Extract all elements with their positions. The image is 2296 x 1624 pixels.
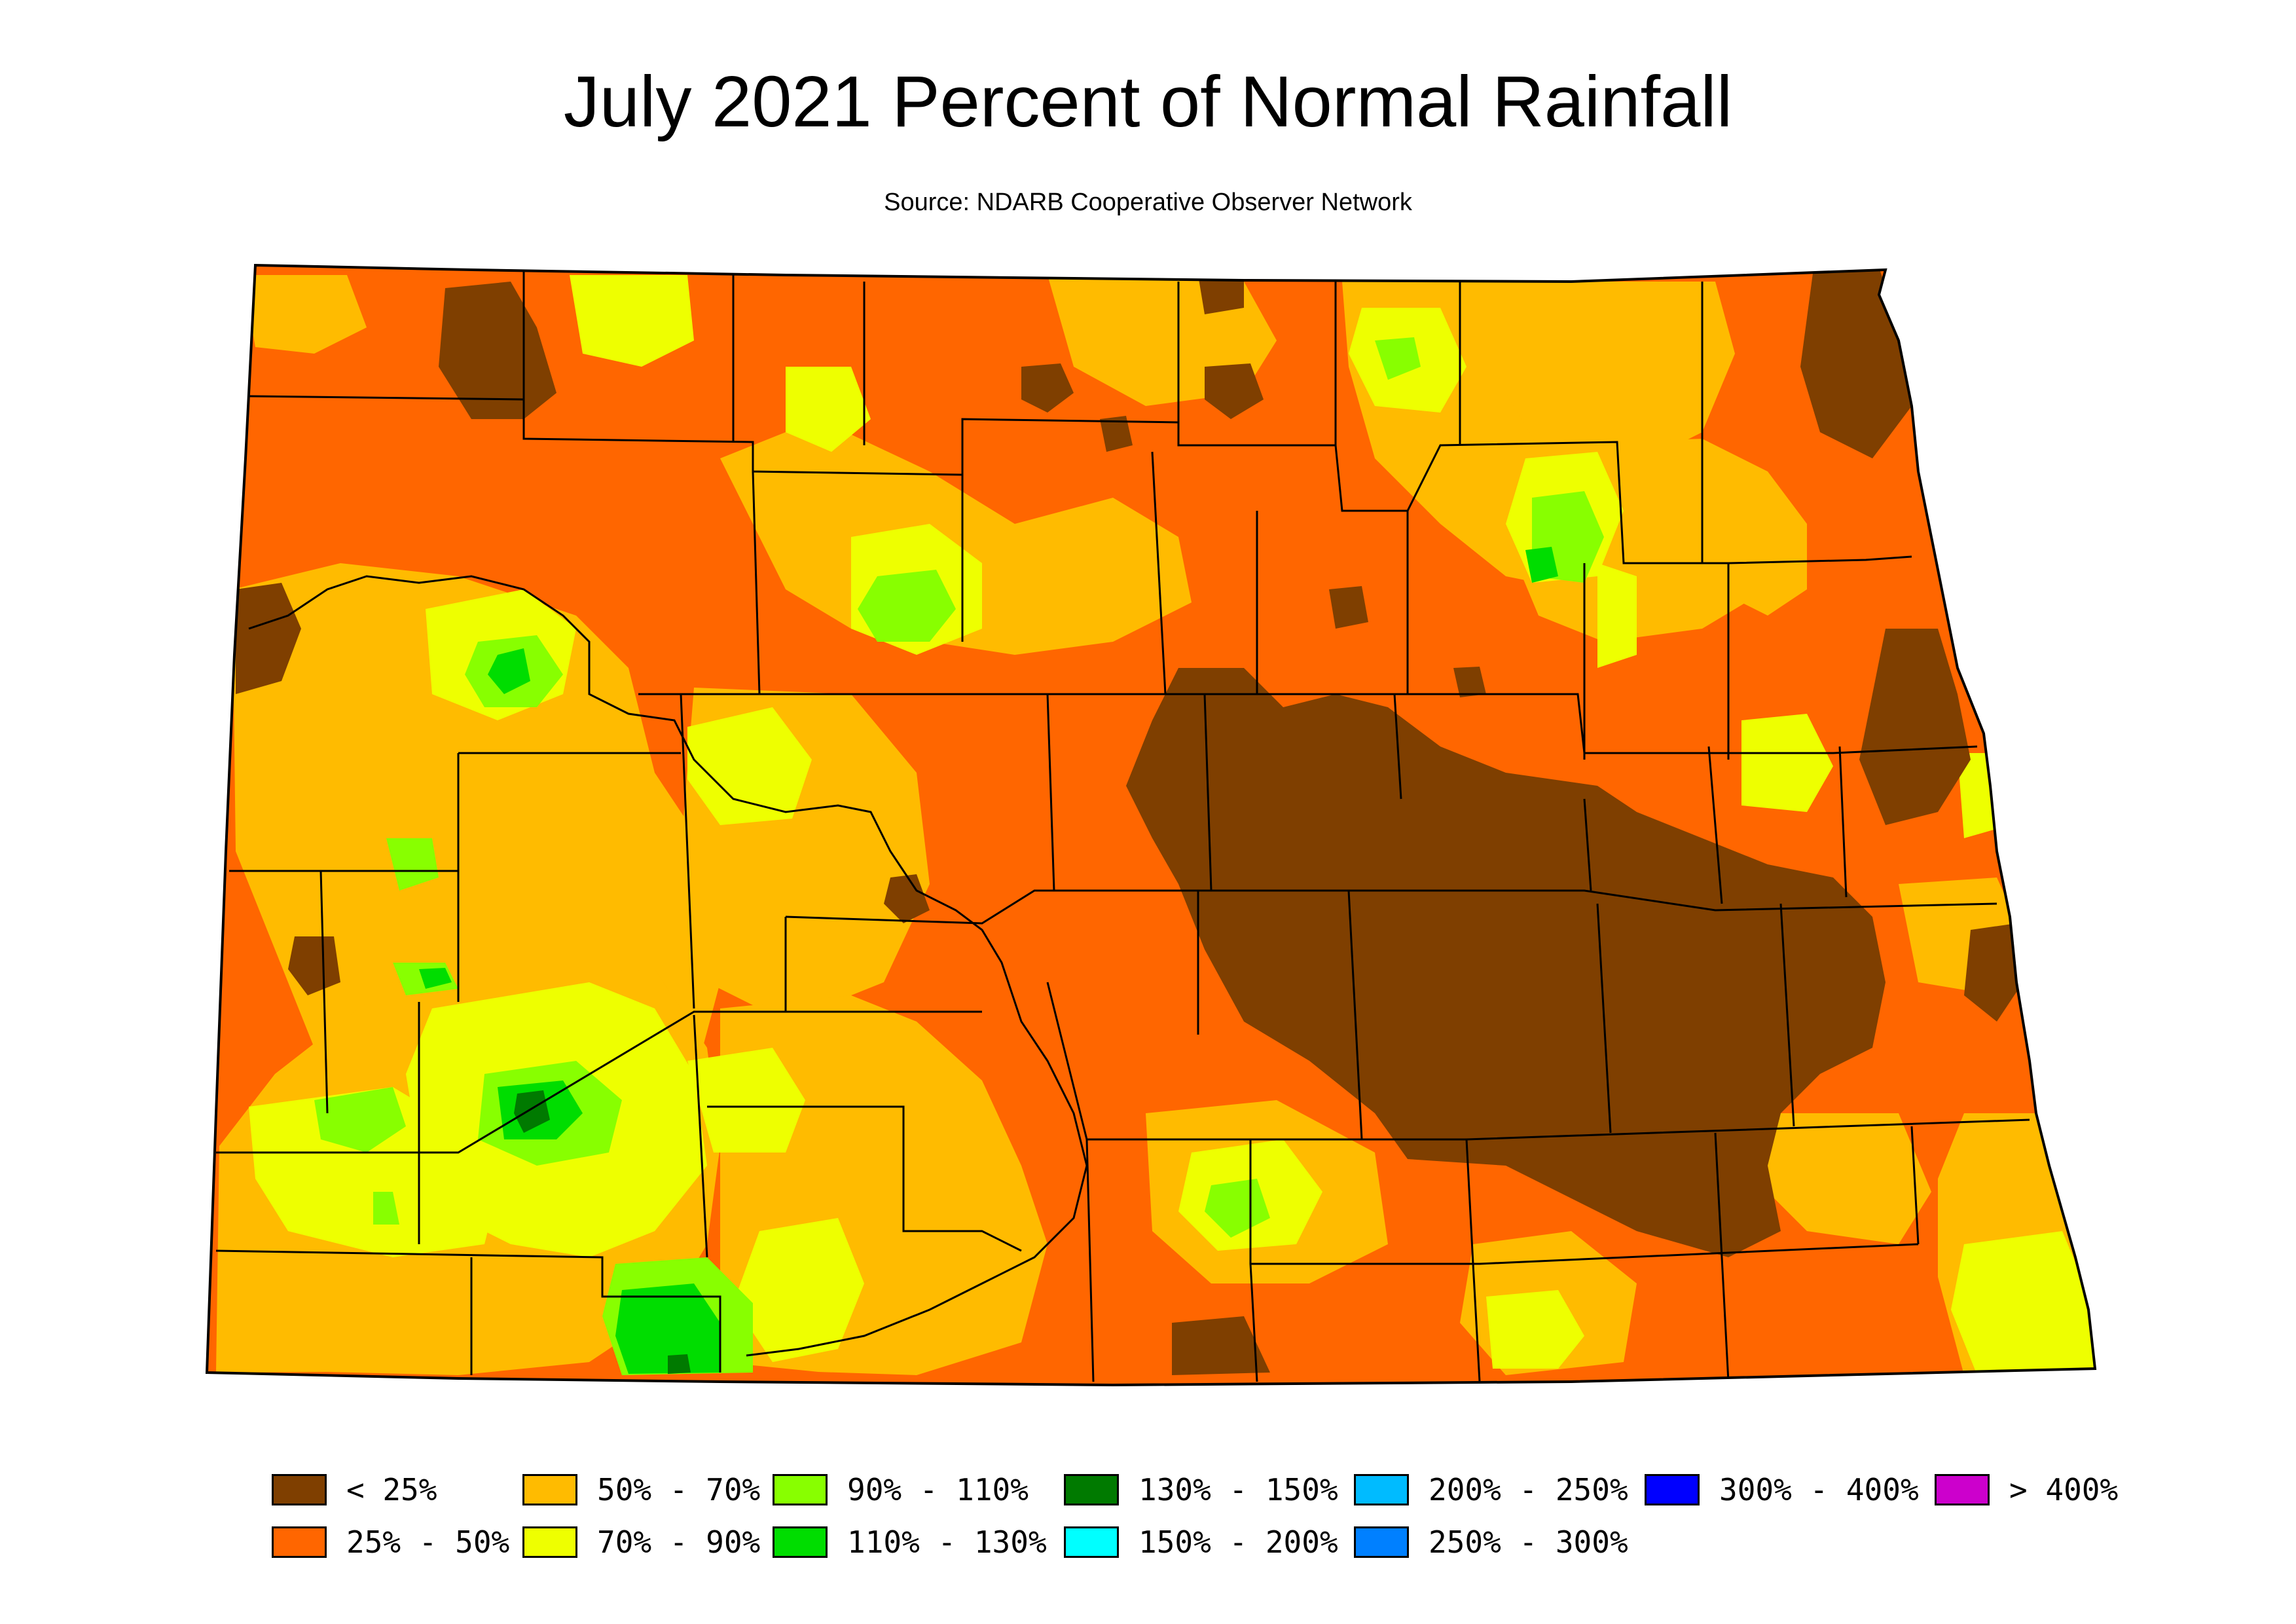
legend-label: 300% - 400% [1719, 1472, 1919, 1507]
legend-item: > 400% [1935, 1472, 2118, 1507]
legend-label: 130% - 150% [1139, 1472, 1338, 1507]
legend-item: 150% - 200% [1064, 1524, 1338, 1560]
legend-label: > 400% [2009, 1472, 2119, 1507]
legend-label: 70% - 90% [597, 1524, 761, 1560]
legend-item: 110% - 130% [773, 1524, 1047, 1560]
legend-item: 200% - 250% [1354, 1472, 1628, 1507]
legend-swatch [522, 1474, 577, 1505]
legend-label: < 25% [346, 1472, 437, 1507]
legend-swatch [1935, 1474, 1990, 1505]
county-boundaries [215, 268, 2030, 1382]
legend-swatch [1064, 1474, 1119, 1505]
legend-swatch [1645, 1474, 1700, 1505]
zones-130-150 [514, 1090, 691, 1374]
state-fill [207, 265, 2095, 1385]
zones-under-25 [236, 267, 2023, 1375]
zones-50-70 [216, 275, 2095, 1375]
legend-item: 50% - 70% [522, 1472, 760, 1507]
state-outline [205, 263, 2097, 1387]
legend-item: 130% - 150% [1064, 1472, 1338, 1507]
legend-label: 25% - 50% [346, 1524, 510, 1560]
missouri-river [248, 575, 1088, 1357]
legend-item: 90% - 110% [773, 1472, 1029, 1507]
legend-label: 150% - 200% [1139, 1524, 1338, 1560]
legend-swatch [773, 1526, 828, 1558]
legend-label: 200% - 250% [1429, 1472, 1628, 1507]
legend-item: 250% - 300% [1354, 1524, 1628, 1560]
legend-label: 90% - 110% [847, 1472, 1029, 1507]
legend-swatch [522, 1526, 577, 1558]
legend-swatch [1354, 1526, 1409, 1558]
legend-label: 110% - 130% [847, 1524, 1047, 1560]
legend-swatch [1064, 1526, 1119, 1558]
map-title: July 2021 Percent of Normal Rainfall [563, 62, 1733, 142]
legend-item: 25% - 50% [272, 1524, 509, 1560]
legend-item: 70% - 90% [522, 1524, 760, 1560]
legend-swatch [773, 1474, 828, 1505]
legend-item: < 25% [272, 1472, 437, 1507]
legend-swatch [272, 1474, 327, 1505]
legend-item: 300% - 400% [1645, 1472, 1919, 1507]
legend-label: 50% - 70% [597, 1472, 761, 1507]
legend-swatch [1354, 1474, 1409, 1505]
legend-label: 250% - 300% [1429, 1524, 1628, 1560]
legend-swatch [272, 1526, 327, 1558]
map-subtitle: Source: NDARB Cooperative Observer Netwo… [884, 189, 1412, 216]
